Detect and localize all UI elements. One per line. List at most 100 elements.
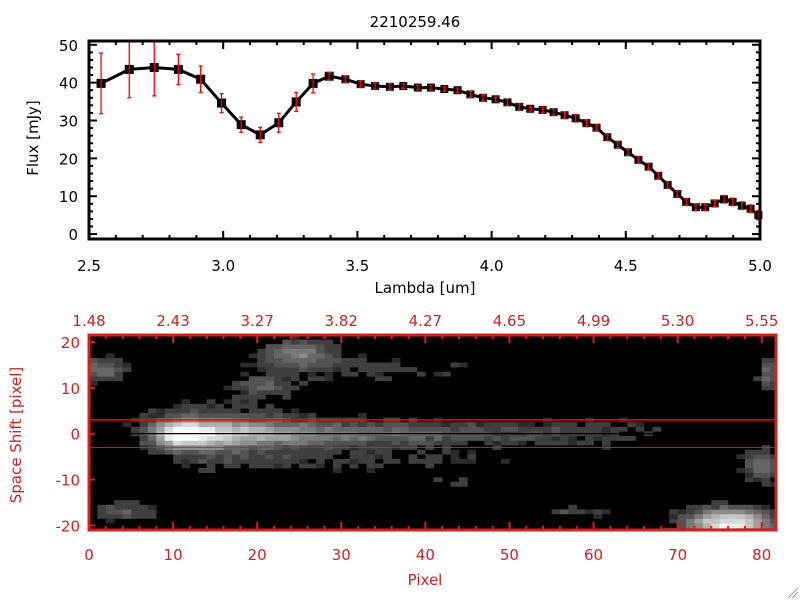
heatmap-cell [189,458,199,464]
heatmap-cell [366,454,376,460]
heatmap-cell [173,422,182,428]
heatmap-cell [273,390,283,395]
resize-grip-icon[interactable] [787,587,799,599]
heatmap-cell [509,440,519,446]
heatmap-cell [139,504,149,510]
heatmap-cell [97,357,107,363]
heatmap-cell [248,376,258,382]
heatmap-cell [425,426,435,432]
x-tick-label: 4.5 [614,257,638,275]
heatmap-cell [307,454,317,460]
heatmap-cell [761,371,771,377]
error-bar [703,203,708,211]
heatmap-cell [366,422,376,428]
heatmap-cell [770,458,777,464]
error-bar [540,106,545,114]
heatmap-cell [198,435,208,441]
heatmap-cell [147,408,157,414]
heatmap-cell [568,422,578,428]
heatmap-cell [240,399,250,405]
error-bar [605,133,610,141]
heatmap-cell [307,435,317,441]
heatmap-cell [206,440,216,446]
error-bar [481,94,486,102]
heatmap-cell [358,413,367,418]
heatmap-cell [89,362,98,368]
heatmap-cell [593,509,603,515]
heatmap-cell [316,353,325,359]
heatmap-cell [265,390,275,395]
heatmap-cell [442,440,451,446]
heatmap-cell [189,408,199,414]
heatmap-cell [341,435,350,441]
heatmap-cell [711,518,720,524]
heatmap-cell [273,367,283,373]
heatmap-cell [349,454,359,460]
heatmap-cell [324,371,334,377]
heatmap-cell [215,413,224,418]
heatmap-cell [349,458,359,464]
heatmap-cell [248,394,258,400]
heatmap-cell [240,394,250,400]
heatmap-cell [416,422,426,428]
heatmap-cell [316,449,325,455]
heatmap-cell [290,435,300,441]
heatmap-cell [231,380,241,386]
heatmap-cell [501,422,510,428]
x-tick-label: 60 [584,546,603,564]
heatmap-cell [753,458,763,464]
heatmap-cell [114,504,123,510]
heatmap-cell [332,357,342,363]
heatmap-cell [770,376,777,382]
y-tick-label: 30 [59,113,78,131]
heatmap-cell [114,500,123,506]
heatmap-cell [240,380,250,386]
heatmap-cell [517,422,527,428]
heatmap-cell [273,348,283,354]
heatmap-cell [686,504,695,510]
heatmap-cell [189,413,199,418]
heatmap-cell [559,440,569,446]
heatmap-cell [324,362,334,368]
heatmap-cell [332,353,342,359]
heatmap-cell [189,440,199,446]
heatmap-frame [87,333,778,532]
heatmap-cell [257,458,266,464]
heatmap-cell [240,413,250,418]
heatmap-cell [374,426,384,432]
x-tick-label: 2.5 [77,257,101,275]
heatmap-cell [492,426,502,432]
heatmap-cell [770,380,777,386]
heatmap-cell [761,481,771,487]
heatmap-cell [366,458,376,464]
heatmap-cell [290,385,300,391]
error-bar [562,111,567,119]
heatmap-cell [257,367,266,373]
heatmap-cell [484,440,493,446]
heatmap-cell [744,477,754,483]
heatmap-cell [273,408,283,414]
heatmap-cell [223,449,233,455]
x-tick-label: 30 [332,546,351,564]
heatmap-cell [290,344,300,350]
heatmap-cell [408,454,418,460]
heatmap-cell [341,371,350,377]
heatmap-cell [442,435,451,441]
heatmap-cell [425,440,435,446]
heatmap-cell [282,440,292,446]
heatmap-cell [114,513,123,519]
heatmap-cell [324,357,334,363]
heatmap-cell [198,426,208,432]
heatmap-cell [534,435,544,441]
heatmap-cell [324,440,334,446]
heatmap-cell [433,371,443,377]
heatmap-cell [299,339,308,345]
heatmap-cell [383,440,393,446]
heatmap-cell [265,353,275,359]
heatmap-cell [290,422,300,428]
heatmap-cell [702,518,712,524]
heatmap-cell [173,426,182,432]
heatmap-cell [559,422,569,428]
heatmap-cell [736,523,746,529]
y-axis-label: Space Shift [pixel] [7,367,25,504]
